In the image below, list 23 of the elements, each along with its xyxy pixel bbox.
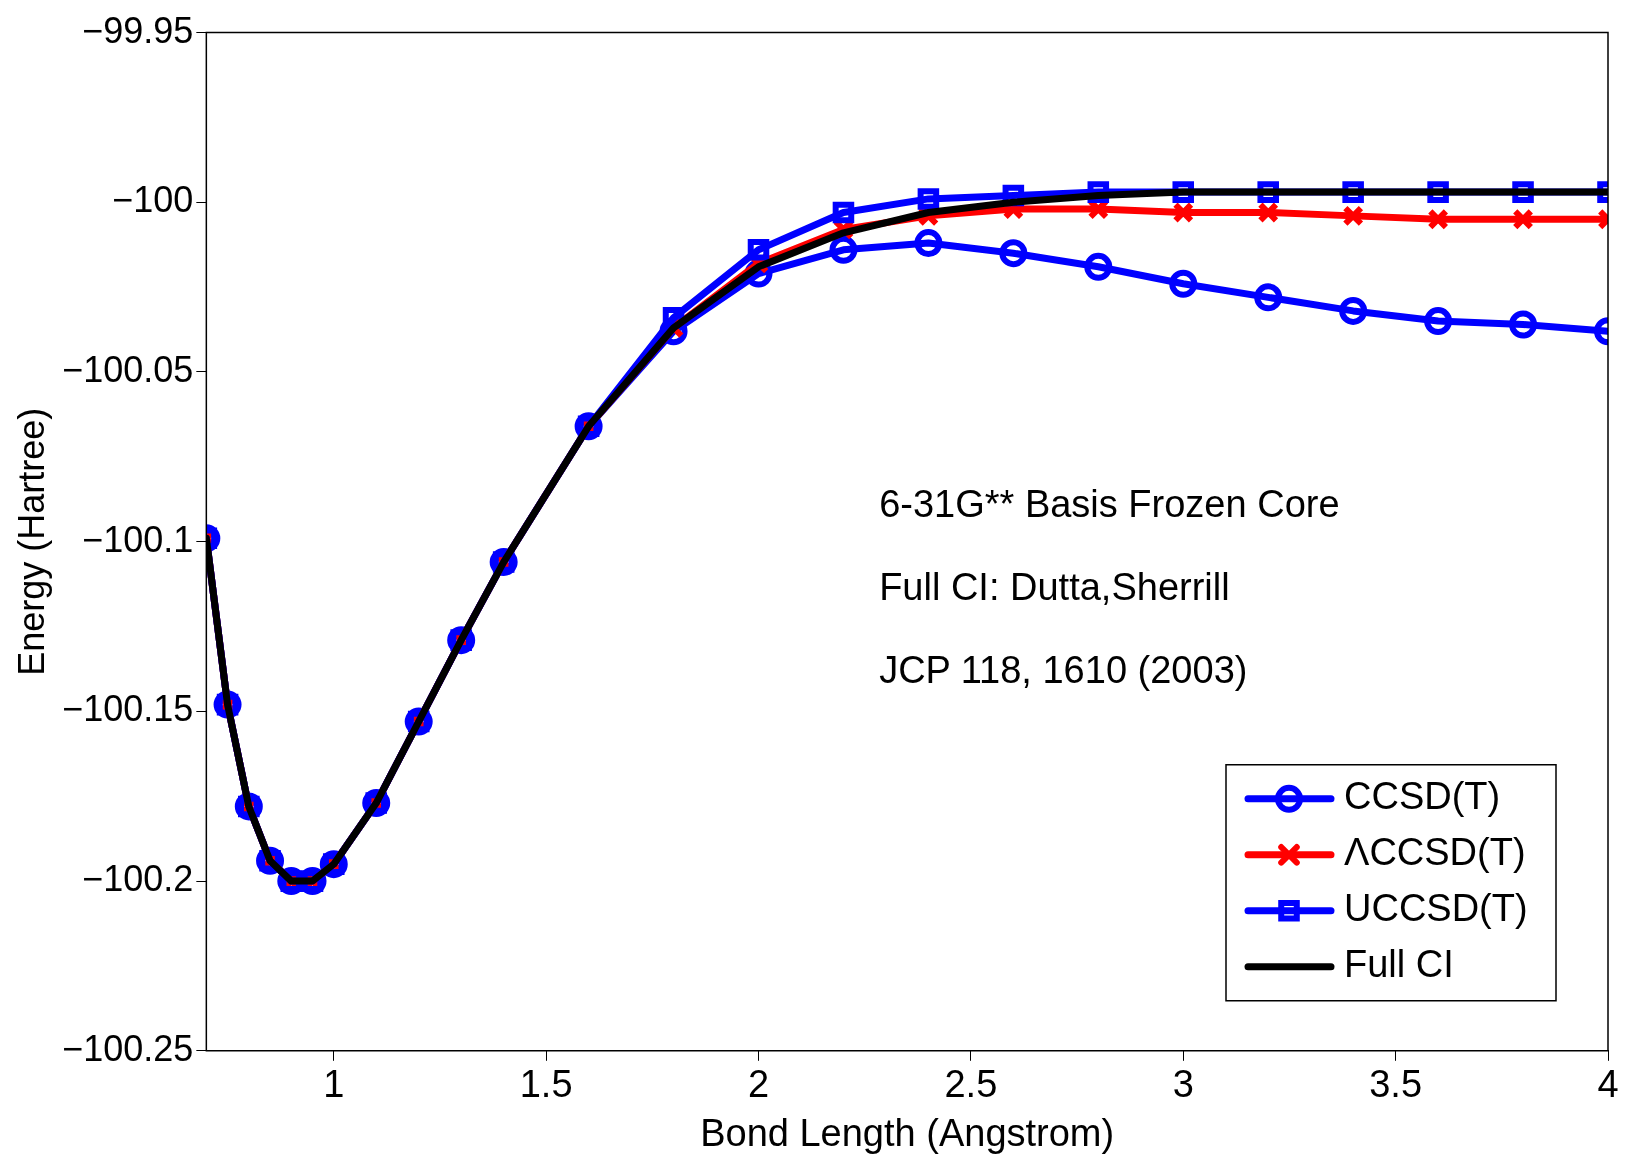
x-tick-label: 1.5 bbox=[519, 1063, 573, 1106]
x-axis-title: Bond Length (Angstrom) bbox=[700, 1111, 1115, 1154]
legend-label: UCCSD(T) bbox=[1344, 887, 1528, 930]
y-tick-label: −99.95 bbox=[82, 9, 194, 51]
x-tick-label: 3.5 bbox=[1369, 1063, 1423, 1106]
x-tick-label: 3 bbox=[1172, 1063, 1194, 1106]
x-tick-label: 4 bbox=[1597, 1063, 1619, 1106]
x-tick-label: 2 bbox=[747, 1063, 770, 1106]
y-tick-label: −100.15 bbox=[62, 688, 194, 730]
y-tick-label: −100.25 bbox=[62, 1027, 194, 1069]
y-tick-label: −100.05 bbox=[62, 348, 194, 390]
legend-label: CCSD(T) bbox=[1344, 775, 1501, 818]
annotation: JCP 118, 1610 (2003) bbox=[879, 648, 1248, 691]
x-tick-label: 1 bbox=[323, 1063, 345, 1106]
y-tick-label: −100.2 bbox=[82, 858, 194, 900]
annotation: 6-31G** Basis Frozen Core bbox=[879, 482, 1340, 525]
annotation: Full CI: Dutta,Sherrill bbox=[879, 565, 1230, 608]
y-tick-label: −100 bbox=[112, 179, 194, 221]
legend-label: Full CI bbox=[1344, 943, 1454, 986]
legend-label: ΛCCSD(T) bbox=[1344, 831, 1526, 874]
y-axis-title: Energy (Hartree) bbox=[10, 407, 52, 676]
x-tick-label: 2.5 bbox=[944, 1063, 998, 1106]
y-tick-label: −100.1 bbox=[82, 518, 194, 560]
